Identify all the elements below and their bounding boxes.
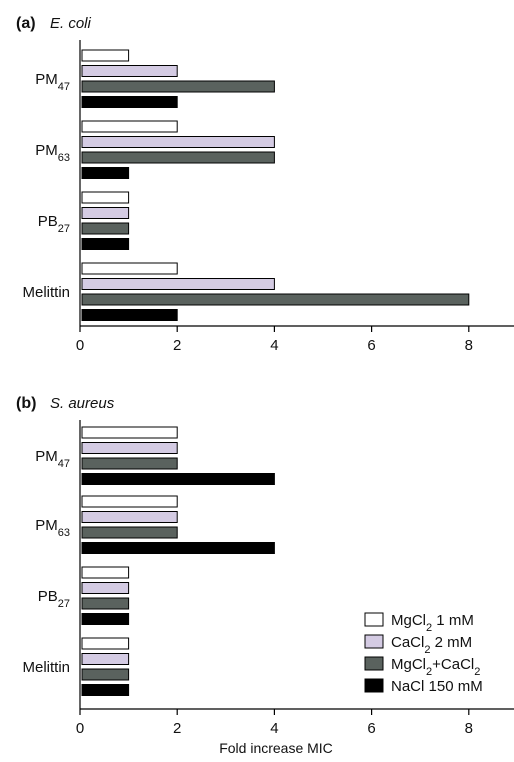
x-tick-label: 6 <box>367 337 375 354</box>
category-label: PM47 <box>35 71 70 93</box>
bar <box>81 278 275 290</box>
legend-label: MgCl2+CaCl2 <box>391 656 480 678</box>
bar <box>81 49 130 62</box>
bar <box>81 238 130 250</box>
category-label: PM63 <box>35 142 70 164</box>
panel-letter: (b) <box>16 395 36 412</box>
x-tick-label: 8 <box>465 337 473 354</box>
category-label: PB27 <box>38 213 70 235</box>
x-tick-label: 8 <box>465 720 473 737</box>
panel-b: (b) S. aureus 0 2 4 6 8 PM47 PM63 PB27 Melittin <box>16 395 514 737</box>
bar <box>81 309 178 321</box>
bar <box>81 511 178 523</box>
category-label: PM63 <box>35 517 70 539</box>
category-label: PB27 <box>38 588 70 610</box>
x-axis-title: Fold increase MIC <box>219 740 333 756</box>
category-label: Melittin <box>22 284 70 301</box>
panel-a: (a) E. coli 0 2 4 6 8 PM47 PM63 PB27 Melittin <box>16 15 514 354</box>
x-tick-label: 0 <box>76 720 84 737</box>
legend-label: CaCl2 2 mM <box>391 634 472 656</box>
bar <box>81 426 178 439</box>
bar <box>81 582 130 594</box>
legend-swatch <box>364 656 384 671</box>
legend-label: MgCl2 1 mM <box>391 612 474 634</box>
category-label: Melittin <box>22 659 70 676</box>
legend-swatch <box>364 678 384 693</box>
bar <box>81 495 178 508</box>
legend-label: NaCl 150 mM <box>391 678 483 695</box>
panel-title: E. coli <box>50 15 92 32</box>
bar <box>81 668 130 681</box>
bar <box>81 613 130 625</box>
bar <box>81 222 130 235</box>
x-tick-label: 4 <box>270 337 278 354</box>
panel-title: S. aureus <box>50 395 115 412</box>
bar <box>81 542 275 554</box>
x-tick-label: 2 <box>173 337 181 354</box>
bar <box>81 566 130 579</box>
bar <box>81 262 178 275</box>
bar <box>81 473 275 485</box>
bar <box>81 457 178 470</box>
x-tick-label: 6 <box>367 720 375 737</box>
bar <box>81 96 178 108</box>
bar <box>81 526 178 539</box>
bar <box>81 597 130 610</box>
category-label: PM47 <box>35 448 70 470</box>
bar <box>81 442 178 454</box>
bar <box>81 653 130 665</box>
bar <box>81 167 130 179</box>
bar <box>81 293 470 306</box>
bar <box>81 684 130 696</box>
bar <box>81 207 130 219</box>
legend-swatch <box>364 612 384 627</box>
bar <box>81 151 275 164</box>
panel-letter: (a) <box>16 15 36 32</box>
bar <box>81 637 130 650</box>
bar <box>81 65 178 77</box>
x-tick-label: 2 <box>173 720 181 737</box>
bar <box>81 120 178 133</box>
x-tick-label: 0 <box>76 337 84 354</box>
bar <box>81 80 275 93</box>
bar <box>81 191 130 204</box>
x-tick-label: 4 <box>270 720 278 737</box>
legend-swatch <box>364 634 384 649</box>
bar <box>81 136 275 148</box>
